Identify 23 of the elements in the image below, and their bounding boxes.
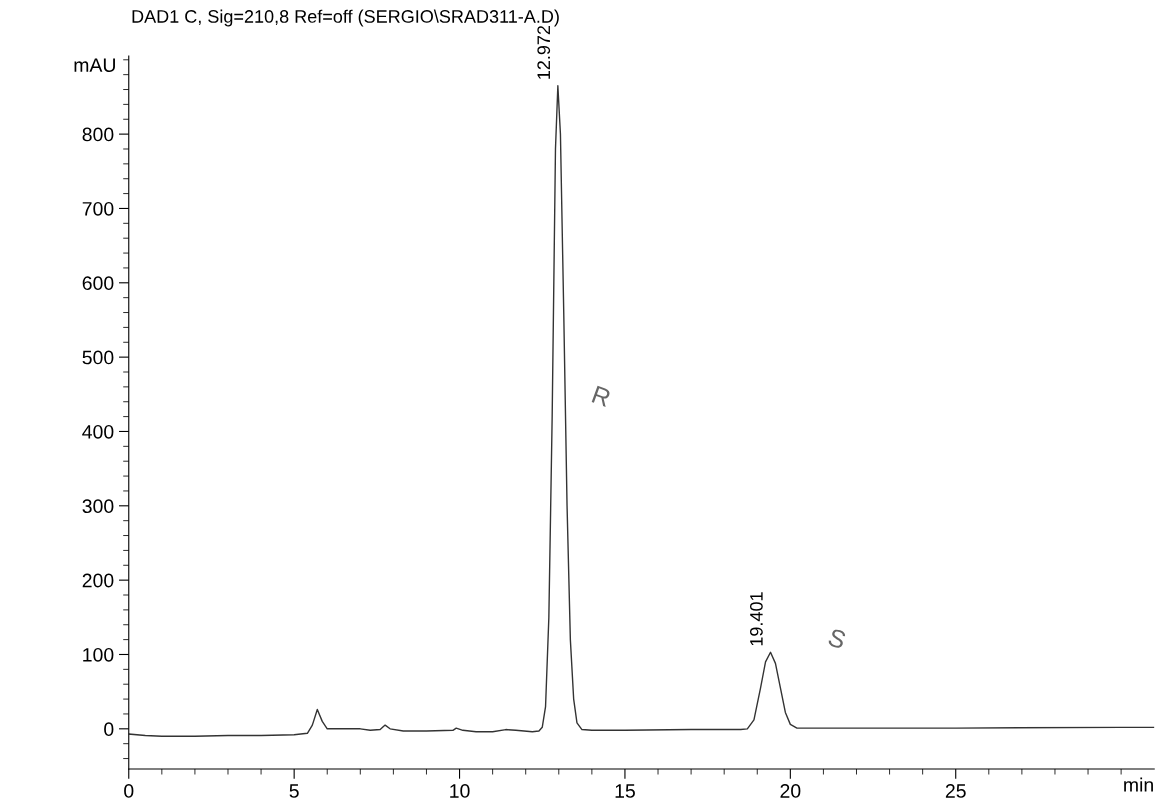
x-tick-label: 25 (945, 784, 966, 798)
y-axis-title: mAU (74, 58, 115, 72)
y-tick-label: 400 (82, 424, 114, 439)
annotation: R (591, 385, 612, 408)
y-tick-label: 300 (82, 499, 114, 514)
y-tick-label: 700 (82, 201, 114, 216)
x-tick-label: 10 (450, 784, 470, 798)
line-series (128, 85, 1155, 737)
annotation: S (827, 627, 847, 650)
y-tick-label: 200 (82, 573, 114, 588)
x-tick-label: 20 (780, 784, 801, 798)
y-tick-label: 500 (82, 350, 114, 365)
y-tick-label: 0 (104, 722, 114, 737)
chart-title: DAD1 C, Sig=210,8 Ref=off (SERGIO\SRAD311-A.D) (132, 9, 559, 27)
x-tick-label: 5 (289, 784, 299, 798)
annotation: 19.401 (750, 592, 763, 646)
y-tick-label: 100 (83, 647, 114, 662)
annotation: 12.972 (537, 25, 551, 79)
y-tick-label: 600 (82, 276, 114, 291)
x-tick-label: 15 (615, 784, 635, 798)
x-axis-title: min (1124, 777, 1153, 792)
x-tick-label: 0 (124, 784, 134, 798)
y-tick-label: 800 (82, 127, 114, 142)
